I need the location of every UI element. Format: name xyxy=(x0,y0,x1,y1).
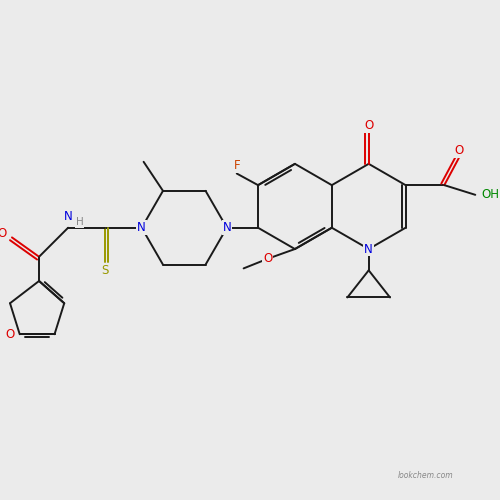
Text: N: N xyxy=(138,221,146,234)
Text: OH: OH xyxy=(481,188,499,202)
Text: H: H xyxy=(76,217,84,227)
Text: O: O xyxy=(6,328,15,340)
Text: F: F xyxy=(234,160,240,172)
Text: N: N xyxy=(364,242,373,256)
Text: lookchem.com: lookchem.com xyxy=(398,472,453,480)
Text: N: N xyxy=(222,221,231,234)
Text: O: O xyxy=(263,252,272,265)
Text: N: N xyxy=(64,210,72,222)
Text: O: O xyxy=(364,118,374,132)
Text: O: O xyxy=(0,227,7,240)
Text: O: O xyxy=(454,144,464,157)
Text: S: S xyxy=(101,264,108,277)
